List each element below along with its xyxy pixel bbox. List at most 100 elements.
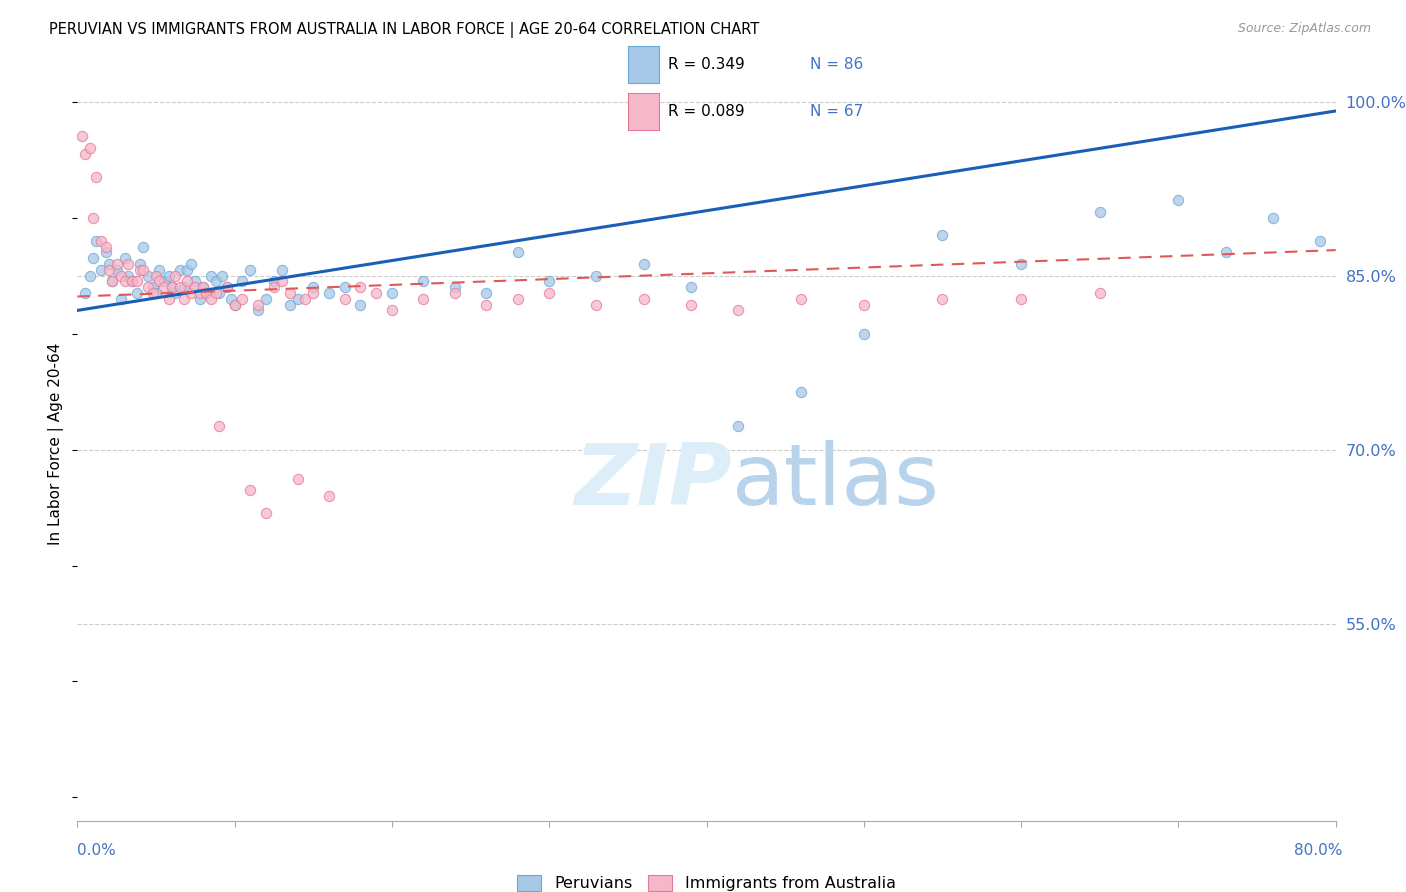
Point bbox=[318, 489, 340, 503]
Point bbox=[184, 275, 207, 289]
Point bbox=[215, 280, 238, 294]
Point bbox=[180, 257, 202, 271]
Point bbox=[82, 211, 104, 225]
Point bbox=[287, 292, 309, 306]
Point bbox=[1088, 205, 1111, 219]
Point bbox=[1088, 286, 1111, 301]
Point bbox=[381, 286, 404, 301]
Point bbox=[475, 286, 498, 301]
Point bbox=[366, 286, 388, 301]
Text: N = 67: N = 67 bbox=[810, 104, 863, 120]
Point bbox=[1010, 292, 1032, 306]
Point bbox=[101, 275, 124, 289]
Point bbox=[208, 419, 231, 434]
Point bbox=[94, 240, 117, 254]
Point bbox=[148, 263, 170, 277]
Point bbox=[302, 280, 325, 294]
Point bbox=[208, 286, 231, 301]
Point bbox=[349, 280, 371, 294]
Point bbox=[727, 303, 749, 318]
Point bbox=[180, 286, 202, 301]
Point bbox=[145, 286, 167, 301]
Text: 0.0%: 0.0% bbox=[77, 843, 117, 858]
Point bbox=[145, 268, 167, 283]
Point bbox=[239, 263, 262, 277]
Point bbox=[70, 129, 93, 144]
Point bbox=[148, 275, 170, 289]
Point bbox=[84, 170, 107, 185]
Point bbox=[381, 303, 404, 318]
Point bbox=[169, 280, 191, 294]
Text: atlas: atlas bbox=[731, 440, 939, 523]
Point bbox=[247, 298, 270, 312]
Point bbox=[231, 275, 253, 289]
Point bbox=[254, 507, 277, 521]
Point bbox=[302, 286, 325, 301]
Text: R = 0.349: R = 0.349 bbox=[668, 57, 745, 72]
Point bbox=[538, 286, 561, 301]
Point bbox=[412, 292, 434, 306]
Point bbox=[852, 326, 875, 341]
Point bbox=[94, 245, 117, 260]
Point bbox=[506, 292, 529, 306]
Point bbox=[153, 280, 176, 294]
Point bbox=[1355, 257, 1378, 271]
Point bbox=[84, 234, 107, 248]
Point bbox=[224, 298, 246, 312]
Point bbox=[333, 292, 356, 306]
Point bbox=[90, 234, 112, 248]
Point bbox=[195, 286, 218, 301]
Point bbox=[1167, 194, 1189, 208]
Point bbox=[127, 286, 149, 301]
Text: PERUVIAN VS IMMIGRANTS FROM AUSTRALIA IN LABOR FORCE | AGE 20-64 CORRELATION CHA: PERUVIAN VS IMMIGRANTS FROM AUSTRALIA IN… bbox=[49, 22, 759, 38]
FancyBboxPatch shape bbox=[628, 46, 659, 83]
Point bbox=[294, 292, 316, 306]
Point bbox=[633, 292, 655, 306]
Point bbox=[176, 263, 198, 277]
Point bbox=[200, 268, 222, 283]
Point bbox=[132, 240, 155, 254]
Text: ZIP: ZIP bbox=[574, 440, 731, 523]
Point bbox=[270, 275, 292, 289]
Point bbox=[204, 275, 226, 289]
Point bbox=[101, 275, 124, 289]
Point bbox=[215, 280, 238, 294]
Point bbox=[333, 280, 356, 294]
Point bbox=[1261, 211, 1284, 225]
Point bbox=[224, 298, 246, 312]
Point bbox=[114, 275, 136, 289]
Point bbox=[1309, 234, 1331, 248]
Point bbox=[176, 275, 198, 289]
Point bbox=[136, 268, 159, 283]
Point bbox=[136, 280, 159, 294]
Point bbox=[129, 257, 152, 271]
Point bbox=[173, 292, 195, 306]
Point bbox=[475, 298, 498, 312]
Point bbox=[412, 275, 434, 289]
Point bbox=[278, 286, 301, 301]
Point bbox=[75, 286, 97, 301]
Point bbox=[90, 263, 112, 277]
Point bbox=[97, 263, 120, 277]
Text: Source: ZipAtlas.com: Source: ZipAtlas.com bbox=[1237, 22, 1371, 36]
Point bbox=[110, 292, 132, 306]
Point bbox=[270, 263, 292, 277]
Point bbox=[204, 286, 226, 301]
Point bbox=[75, 147, 97, 161]
Point bbox=[585, 268, 607, 283]
Point bbox=[200, 292, 222, 306]
Point bbox=[263, 275, 285, 289]
Point bbox=[931, 292, 953, 306]
Point bbox=[931, 228, 953, 243]
Text: 80.0%: 80.0% bbox=[1295, 843, 1343, 858]
Point bbox=[263, 280, 285, 294]
Point bbox=[349, 298, 371, 312]
Point bbox=[142, 280, 165, 294]
Point bbox=[129, 263, 152, 277]
Point bbox=[852, 298, 875, 312]
Y-axis label: In Labor Force | Age 20-64: In Labor Force | Age 20-64 bbox=[48, 343, 65, 545]
Legend: Peruvians, Immigrants from Australia: Peruvians, Immigrants from Australia bbox=[509, 867, 904, 892]
Point bbox=[191, 280, 215, 294]
Point bbox=[132, 263, 155, 277]
Point bbox=[1010, 257, 1032, 271]
